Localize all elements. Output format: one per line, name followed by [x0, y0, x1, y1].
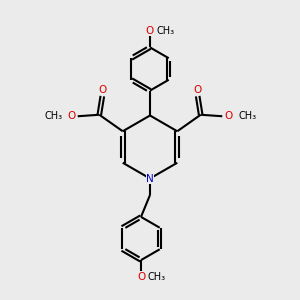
Text: N: N: [146, 173, 154, 184]
Text: O: O: [137, 272, 145, 282]
Text: O: O: [67, 111, 75, 121]
Text: CH₃: CH₃: [157, 26, 175, 36]
Text: O: O: [194, 85, 202, 94]
Text: CH₃: CH₃: [148, 272, 166, 282]
Text: O: O: [98, 85, 106, 94]
Text: CH₃: CH₃: [238, 111, 256, 121]
Text: O: O: [146, 26, 154, 36]
Text: O: O: [225, 111, 233, 121]
Text: CH₃: CH₃: [45, 111, 63, 121]
